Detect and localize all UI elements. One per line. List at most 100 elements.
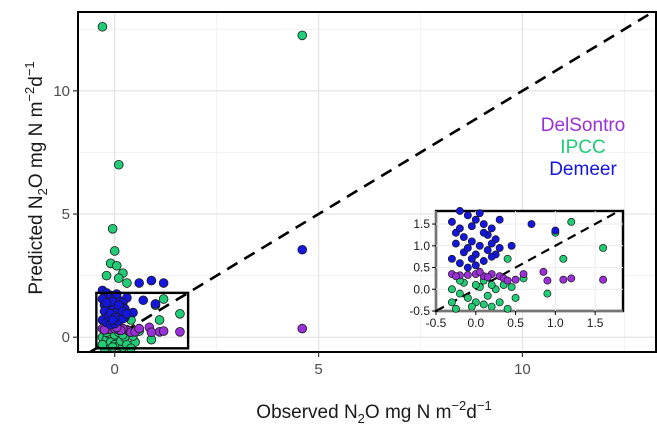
inset-x-ticks: -0.5 0.0 0.5 1.0 1.5 (426, 311, 604, 330)
data-point-ipcc (97, 21, 108, 32)
inset-x-tick-label: 1.5 (587, 316, 604, 330)
inset-point-demeer (475, 209, 484, 218)
main-grid (78, 12, 657, 352)
inset-x-tick-label: -0.5 (426, 316, 447, 330)
x-tick-label: 0 (111, 361, 119, 378)
inset-point-ipcc (479, 300, 488, 309)
data-point-demeer (107, 315, 118, 325)
x-tick-label: 5 (314, 361, 322, 378)
inset-point-ipcc (483, 291, 492, 300)
data-point-ipcc (101, 270, 112, 281)
inset-point-delsontro (483, 273, 492, 282)
inset-point-demeer (463, 263, 472, 272)
inset-point-ipcc (503, 254, 512, 263)
inset-point-demeer (479, 220, 488, 228)
inset-point-delsontro (519, 270, 528, 278)
inset-point-demeer (487, 239, 496, 248)
data-point-delsontro (175, 326, 185, 337)
data-point-demeer (134, 278, 144, 288)
inset-point-demeer (455, 207, 464, 215)
inset-point-delsontro (463, 270, 472, 279)
inset-point-demeer (459, 233, 468, 242)
inset-point-demeer (447, 217, 456, 226)
inset-point-demeer (471, 215, 480, 224)
inset-point-demeer (455, 224, 464, 233)
y-tick-label: 10 (53, 83, 70, 100)
data-point-ipcc (297, 30, 308, 41)
inset-point-demeer (487, 224, 496, 233)
inset-point-demeer (467, 237, 476, 246)
inset-point-demeer (483, 246, 492, 255)
data-point-demeer (111, 289, 122, 299)
inset-point-demeer (507, 241, 516, 250)
data-point-demeer (101, 297, 112, 308)
inset-point-demeer (475, 241, 484, 250)
legend-demeer: Demeer (549, 159, 617, 180)
x-tick-label: 10 (514, 361, 531, 378)
x-tick-labels: 0 5 10 (111, 352, 531, 378)
inset-point-demeer (551, 226, 560, 235)
inset-point-demeer (471, 261, 480, 270)
data-point-demeer (146, 275, 157, 286)
inset-point-demeer (455, 259, 464, 268)
inset-point-ipcc (471, 280, 480, 289)
data-point-ipcc (158, 294, 169, 304)
data-point-delsontro (134, 323, 144, 334)
data-point-delsontro (146, 327, 157, 338)
inset-y-tick-label: 0.5 (413, 261, 430, 275)
zoom-box (95, 291, 190, 350)
inset-point-ipcc (543, 289, 552, 298)
data-point-ipcc (154, 315, 165, 325)
data-point-demeer (138, 295, 149, 306)
inset-point-ipcc (451, 304, 460, 313)
inset-point-demeer (479, 257, 488, 265)
y-tick-labels: 0 5 10 (53, 83, 78, 346)
data-point-ipcc (122, 278, 132, 288)
inset-point-delsontro (599, 275, 608, 284)
inset-point-ipcc (599, 244, 608, 252)
inset-point-delsontro (559, 275, 568, 284)
inset-point-demeer (467, 254, 476, 263)
inset-y-ticks: -0.5 0.0 0.5 1.0 1.5 (409, 217, 436, 318)
inset-point-ipcc (447, 298, 456, 307)
data-point-ipcc (113, 159, 124, 170)
inset-point-demeer (463, 211, 472, 220)
inset-point-delsontro (543, 276, 552, 285)
inset-point-delsontro (539, 267, 548, 276)
inset-point-ipcc (487, 302, 496, 311)
inset-y-tick-label: 1.0 (413, 239, 430, 253)
data-point-delsontro (297, 323, 308, 334)
inset-point-ipcc (455, 289, 464, 298)
inset-point-ipcc (511, 294, 520, 302)
inset-point-demeer (479, 228, 488, 237)
data-point-ipcc (107, 224, 118, 234)
inset-point-ipcc (567, 217, 576, 226)
x-axis-title: Observed N2O mg N m−2d−1 (256, 398, 491, 426)
data-point-ipcc (109, 246, 120, 256)
inset-point-ipcc (507, 283, 516, 292)
inset-y-tick-label: 1.5 (413, 217, 430, 231)
inset-y-tick-label: -0.5 (409, 304, 430, 318)
inset-point-ipcc (447, 285, 456, 294)
inset-point-demeer (451, 239, 460, 248)
y-axis-title: Predicted N2O mg N m−2d−1 (22, 61, 50, 294)
data-point-ipcc (175, 309, 185, 319)
inset-point-delsontro (511, 275, 520, 284)
inset-x-tick-label: 0.5 (507, 316, 524, 330)
legend-delsontro: DelSontro (541, 115, 626, 136)
inset-point-demeer (467, 222, 476, 231)
inset-point-ipcc (503, 304, 512, 313)
data-point-demeer (297, 244, 308, 255)
inset-points (447, 207, 608, 313)
inset-point-demeer (495, 244, 504, 252)
inset-point-delsontro (475, 267, 484, 276)
main-points (97, 21, 308, 354)
inset-x-tick-label: 1.0 (547, 316, 564, 330)
inset-grid (435, 211, 623, 312)
inset-point-demeer (487, 252, 496, 261)
data-point-demeer (150, 299, 161, 309)
inset-y-tick-label: 0.0 (413, 282, 430, 296)
inset-point-ipcc (559, 254, 568, 263)
inset-point-demeer (447, 254, 456, 263)
